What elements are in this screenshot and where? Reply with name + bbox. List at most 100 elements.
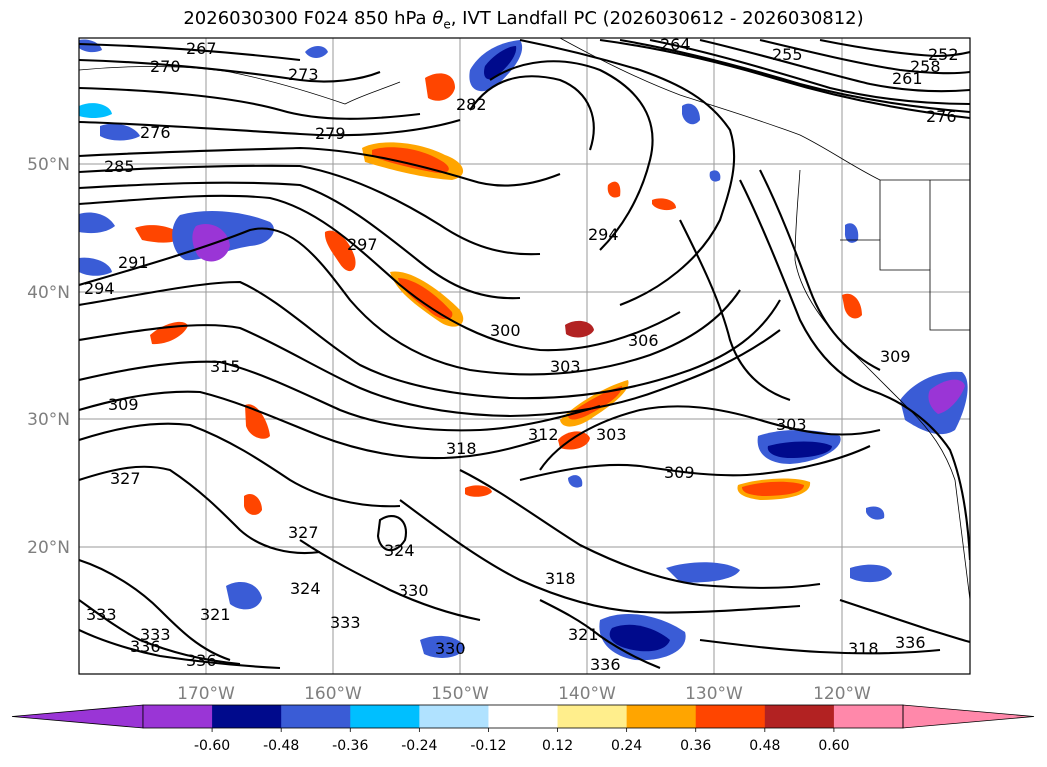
colorbar-segment: [350, 705, 420, 728]
contour-label: 273: [288, 65, 319, 84]
contour-line: [489, 60, 654, 251]
contour-line: [79, 118, 461, 137]
positive-anomaly-region: [324, 230, 356, 272]
contour-line: [79, 146, 561, 187]
colorbar-tick-label: -0.36: [332, 738, 368, 754]
contour-label: 285: [104, 157, 135, 176]
contour-line: [839, 599, 970, 644]
contour-line: [79, 324, 781, 418]
colorbar-segment: [212, 705, 282, 728]
lat-label-20n: 20°N: [27, 538, 70, 558]
positive-anomaly-region: [652, 198, 676, 211]
negative-anomaly-region: [609, 624, 670, 652]
negative-anomaly-region: [100, 123, 140, 141]
contour-label: 300: [490, 321, 521, 340]
contour-line: [819, 38, 970, 58]
contour-label: 309: [880, 347, 911, 366]
contour-label: 261: [892, 69, 923, 88]
state-borders-north: [879, 180, 931, 270]
colorbar-segment: [626, 705, 697, 728]
contour-line: [539, 405, 881, 471]
colorbar: -0.60 -0.48 -0.36 -0.24 -0.12 0.12 0.24 0.36 0.4…: [11, 704, 1035, 754]
colorbar-tick-label: 0.24: [611, 738, 642, 754]
negative-anomaly-region: [79, 257, 112, 276]
contour-line: [79, 280, 781, 400]
coastline-north-america-west: [794, 169, 970, 601]
positive-anomaly-region: [244, 493, 262, 515]
colorbar-outline: [142, 704, 904, 729]
contour-label: 315: [210, 357, 241, 376]
contour-label: 294: [84, 279, 115, 298]
contour-line: [79, 194, 681, 352]
colorbar-tick-label: -0.12: [470, 738, 506, 754]
contour-label: 318: [848, 639, 879, 658]
negative-anomaly-region: [420, 635, 465, 658]
lon-label-170w: 170°W: [177, 684, 235, 704]
contour-label: 303: [776, 415, 807, 434]
colorbar-segment: [833, 705, 904, 728]
lat-label-40n: 40°N: [27, 283, 70, 303]
contour-label: 279: [315, 124, 346, 143]
negative-anomaly-region: [866, 506, 885, 520]
positive-anomaly-region: [372, 147, 449, 174]
contour-label: 264: [660, 35, 691, 54]
negative-anomaly-region: [767, 441, 832, 458]
lon-axis-labels: 170°W 160°W 150°W 140°W 130°W 120°W: [177, 684, 871, 704]
contour-line: [519, 38, 736, 306]
positive-anomaly-region: [742, 481, 804, 496]
contour-line: [539, 599, 661, 669]
contour-label: 258: [910, 57, 941, 76]
negative-anomaly-region: [192, 224, 230, 262]
coastline-alaska-peninsula: [79, 66, 401, 105]
contour-label: 270: [150, 57, 181, 76]
lon-label-140w: 140°W: [558, 684, 616, 704]
negative-anomaly-region: [305, 46, 328, 58]
contour-label: 333: [330, 613, 361, 632]
positive-anomaly-region: [465, 485, 492, 497]
negative-anomaly-region: [844, 223, 859, 243]
positive-anomaly-region: [565, 320, 594, 338]
contour-label: 309: [108, 395, 139, 414]
contour-line: [79, 599, 241, 666]
positive-anomaly-region: [558, 431, 590, 450]
contour-line: [79, 181, 521, 300]
contour-line: [599, 38, 970, 120]
contour-label: 321: [568, 625, 599, 644]
contour-label: 336: [590, 655, 621, 674]
colorbar-tick-label: 0.36: [680, 738, 711, 754]
contour-line: [376, 515, 408, 552]
contour-label: 309: [664, 463, 695, 482]
state-borders: [840, 239, 970, 331]
contour-line: [699, 638, 941, 655]
contour-label: 330: [398, 581, 429, 600]
colorbar-tick-label: -0.24: [401, 738, 437, 754]
map-background: [79, 38, 970, 674]
contour-line: [679, 219, 791, 401]
contour-line: [79, 86, 421, 120]
colorbar-segment: [764, 705, 835, 728]
contour-label: 276: [926, 107, 957, 126]
contour-label: 276: [140, 123, 171, 142]
contour-label: 336: [186, 651, 217, 670]
contour-label: 321: [200, 605, 231, 624]
colorbar-tick-label: 0.48: [749, 738, 780, 754]
negative-anomaly-region: [226, 582, 262, 610]
contour-label: 333: [86, 605, 117, 624]
colorbar-segment: [419, 705, 489, 728]
contour-label: 267: [186, 39, 217, 58]
contour-label: 255: [772, 45, 803, 64]
negative-anomaly-region: [928, 379, 965, 414]
theta-e-contours: [79, 38, 970, 670]
negative-anomaly-region: [682, 103, 700, 125]
contour-line: [519, 445, 871, 482]
positive-anomaly-region: [135, 225, 182, 243]
colorbar-segment: [695, 705, 766, 728]
contour-line: [459, 469, 821, 589]
contour-line: [399, 499, 801, 614]
lon-label-130w: 130°W: [685, 684, 743, 704]
contour-label: 297: [347, 235, 378, 254]
colorbar-segment: [557, 705, 628, 728]
contour-label: 303: [596, 425, 627, 444]
contour-label: 324: [384, 541, 415, 560]
